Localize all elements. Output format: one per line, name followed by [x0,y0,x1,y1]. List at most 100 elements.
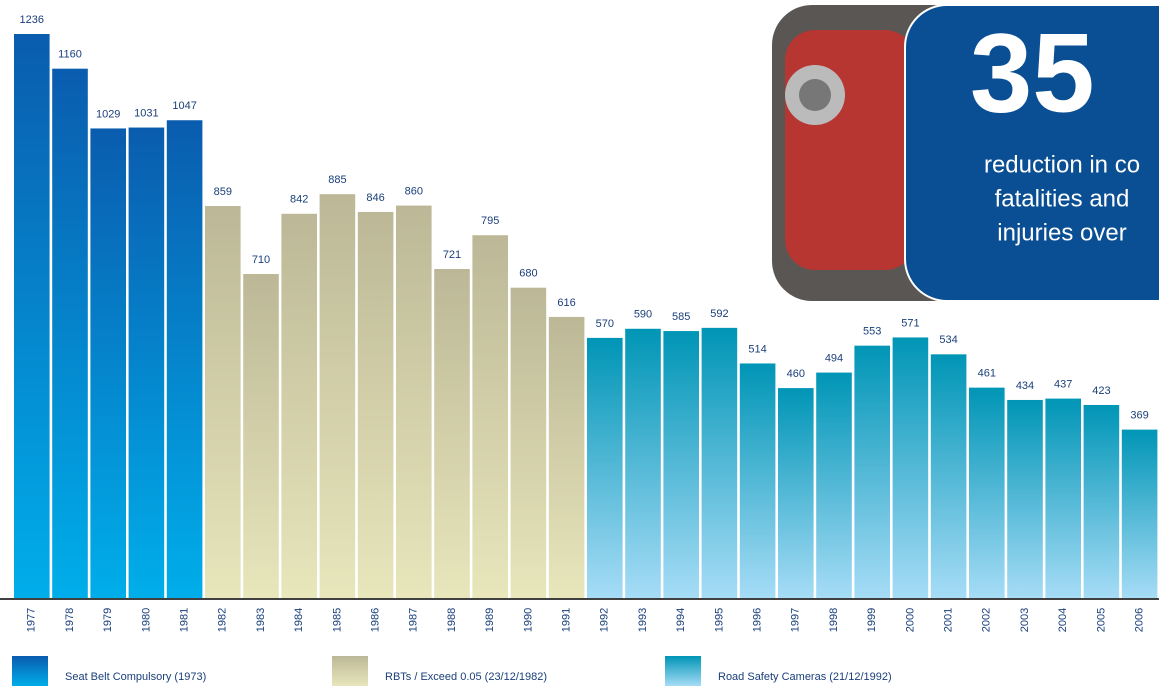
x-tick-label: 1980 [140,608,152,632]
x-tick-label: 1998 [828,608,840,632]
bar [548,316,585,598]
legend-label: Seat Belt Compulsory (1973) [65,671,206,683]
x-tick-label: 1985 [331,608,343,632]
data-label: 369 [1130,410,1148,422]
data-label: 461 [978,368,996,380]
bar [205,206,241,599]
data-label: 434 [1016,380,1034,392]
x-tick-label: 1986 [370,608,382,632]
data-label: 842 [290,194,308,206]
data-label: 592 [710,308,728,320]
bar [1045,398,1081,598]
bar [930,354,967,598]
callout-line: fatalities and [995,185,1130,212]
bar [854,345,890,598]
data-label: 571 [901,317,919,329]
bar [739,363,776,598]
data-label: 585 [672,311,690,323]
bar [166,120,203,598]
data-label: 1031 [134,107,158,119]
legend-label: Road Safety Cameras (21/12/1992) [718,671,892,683]
bar [1121,429,1158,598]
data-label: 680 [519,268,537,280]
bar [357,211,394,598]
x-tick-label: 2005 [1095,608,1107,632]
x-tick-label: 1992 [599,608,611,632]
bar [625,328,661,598]
x-tick-label: 1982 [217,608,229,632]
bar [14,34,50,598]
data-label: 846 [366,192,384,204]
bar [510,287,547,598]
bar [52,68,88,598]
x-tick-label: 2001 [943,608,955,632]
bar [663,331,699,598]
callout-panel [904,4,1159,302]
data-label: 570 [596,318,614,330]
x-tick-label: 1983 [255,608,267,632]
bar [128,127,165,598]
x-tick-label: 1995 [713,608,725,632]
x-tick-label: 1978 [64,608,76,632]
legend-swatch [665,656,701,686]
bar [1007,399,1043,598]
bar [892,337,929,598]
legend-label: RBTs / Exceed 0.05 (23/12/1982) [385,671,547,683]
x-tick-label: 1990 [522,608,534,632]
x-tick-label: 1984 [293,608,305,632]
callout-big: 35 [970,11,1095,136]
x-tick-label: 1988 [446,608,458,632]
x-tick-label: 2003 [1019,608,1031,632]
bar [319,194,356,599]
data-label: 1047 [172,100,196,112]
data-label: 1236 [20,14,44,26]
x-tick-label: 1993 [637,608,649,632]
data-label: 423 [1092,385,1110,397]
callout-line: injuries over [997,219,1126,246]
data-label: 1029 [96,108,120,120]
data-label: 514 [748,343,766,355]
data-label: 437 [1054,378,1072,390]
data-label: 860 [405,185,423,197]
data-label: 590 [634,309,652,321]
x-tick-label: 1994 [675,608,687,632]
bar [396,205,432,598]
bar [434,269,470,598]
x-tick-label: 1979 [102,608,114,632]
legend-swatch [332,656,368,686]
x-tick-label: 1997 [790,608,802,632]
bar [243,274,279,598]
x-tick-label: 2002 [981,608,993,632]
x-tick-label: 1996 [752,608,764,632]
x-tick-label: 1999 [866,608,878,632]
bar [90,128,126,599]
data-label: 553 [863,326,881,338]
data-label: 1160 [58,49,82,61]
legend-swatch [12,656,48,686]
data-label: 460 [787,368,805,380]
bar [1083,404,1120,598]
bar [472,235,508,598]
data-label: 885 [328,174,346,186]
x-tick-label: 1977 [26,608,38,632]
data-label: 534 [939,334,957,346]
callout-line: reduction in co [984,151,1140,178]
data-label: 721 [443,249,461,261]
bar [969,387,1005,598]
x-tick-label: 1989 [484,608,496,632]
bar [816,372,852,598]
data-label: 494 [825,352,843,364]
data-label: 616 [557,297,575,309]
x-tick-label: 2004 [1057,608,1069,632]
bar [778,388,814,598]
x-tick-label: 2000 [904,608,916,632]
x-tick-label: 1987 [408,608,420,632]
x-tick-label: 1991 [561,608,573,632]
data-label: 859 [214,186,232,198]
bar [701,327,738,598]
x-tick-label: 1981 [179,608,191,632]
data-label: 795 [481,215,499,227]
bar [281,213,317,598]
bar [587,337,623,598]
